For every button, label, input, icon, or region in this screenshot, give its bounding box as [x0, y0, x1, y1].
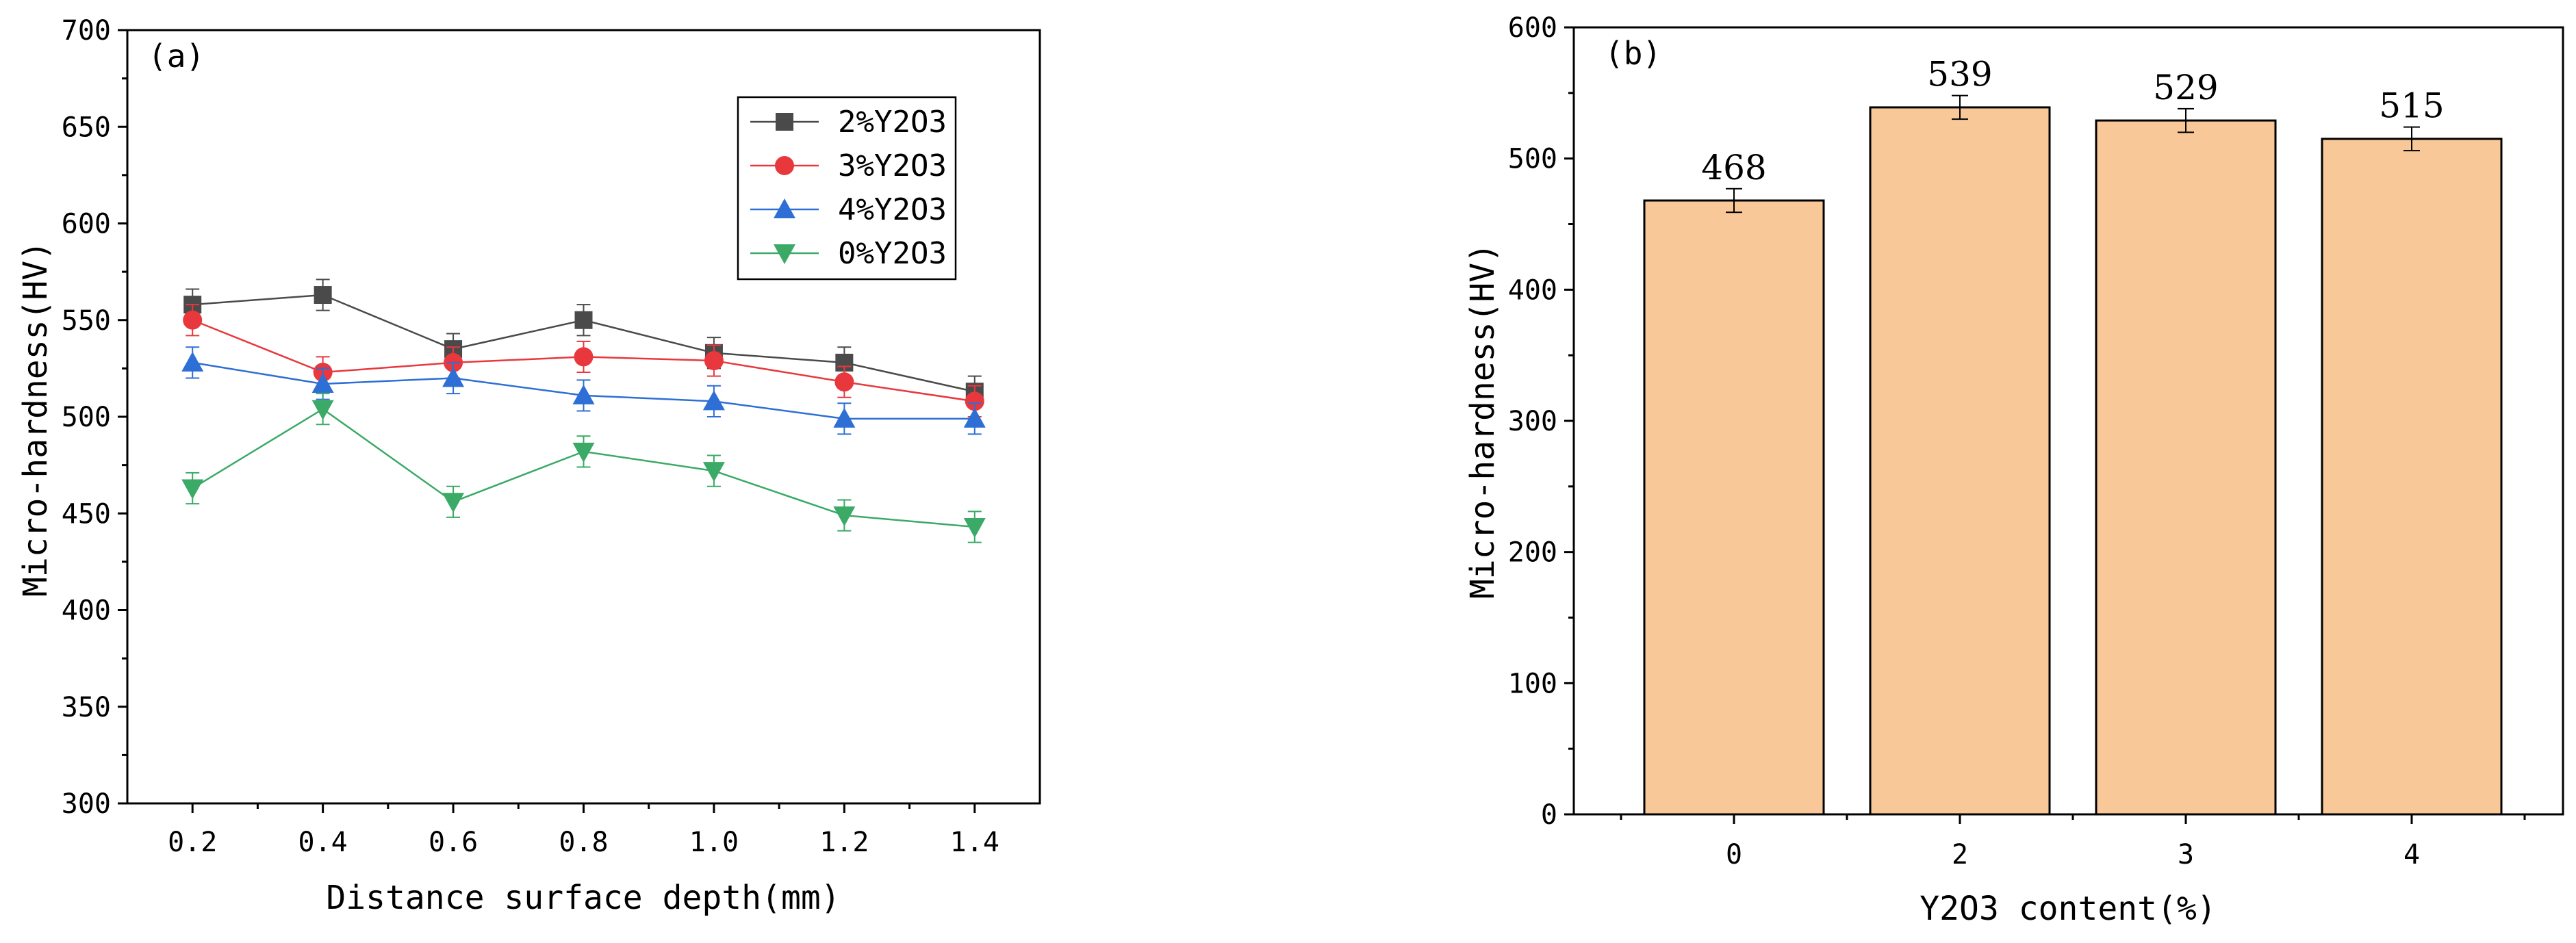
y-tick-label-a: 600 [62, 209, 111, 240]
bar-value-label: 515 [2379, 86, 2444, 126]
data-point [181, 351, 204, 372]
y-tick-label-a: 400 [62, 595, 111, 627]
bar-3: 529 [2095, 68, 2277, 816]
y-tick-label-b: 200 [1508, 537, 1557, 569]
data-point [833, 506, 856, 527]
data-point [704, 351, 724, 371]
data-point [702, 390, 725, 411]
bar-value-label: 539 [1927, 55, 1992, 94]
x-tick-label-b: 3 [2178, 839, 2194, 870]
y-axis-a: 300 350 400 450 500 550 600 650 700 [62, 15, 127, 820]
y-tick-label-b: 600 [1508, 12, 1557, 44]
x-tick-label-a: 0.6 [429, 827, 478, 858]
y-tick-label-b: 500 [1508, 144, 1557, 175]
legend-marker [776, 113, 793, 131]
x-axis-title-b: Y2O3 content(%) [1920, 890, 2216, 928]
legend-box-a [737, 96, 957, 281]
x-axis-b: 0 2 3 4 [1620, 814, 2526, 870]
y-tick-label-a: 550 [62, 305, 111, 337]
data-point [574, 347, 594, 367]
y-tick-label-b: 0 [1541, 799, 1557, 831]
data-point [314, 286, 332, 305]
legend-marker [774, 198, 795, 218]
data-point [702, 462, 725, 482]
y-tick-label-a: 700 [62, 15, 111, 47]
x-tick-label-b: 4 [2403, 839, 2420, 870]
x-axis-title-a: Distance surface depth(mm) [326, 879, 840, 917]
y-axis-b: 0 100 200 300 400 500 600 [1508, 12, 1574, 831]
y-tick-label-a: 300 [62, 788, 111, 820]
data-point [834, 372, 854, 392]
bars-group-b: 468 539 529 515 [1643, 55, 2503, 816]
panel-label-b: (b) [1605, 35, 1661, 72]
y-axis-title-a: Micro-hardness(HV) [16, 241, 55, 597]
bar-0: 468 [1643, 148, 1825, 816]
y-tick-label-b: 300 [1508, 406, 1557, 437]
bar [1643, 199, 1825, 816]
bar [2321, 138, 2503, 816]
y-tick-label-a: 450 [62, 498, 111, 530]
series-2-line [181, 346, 986, 435]
data-point [572, 442, 595, 463]
data-point [833, 407, 856, 428]
bar-chart-panel-b: (b) 0 100 200 300 400 500 600 468 539 529 515 0 2 3… [1464, 12, 2564, 928]
x-axis-a: 0.2 0.4 0.6 0.8 1.0 1.2 1.4 [168, 803, 999, 858]
y-tick-label-b: 100 [1508, 668, 1557, 699]
x-tick-label-a: 1.0 [689, 827, 739, 858]
legend-marker [774, 244, 795, 264]
series-group-a [181, 279, 986, 543]
x-tick-label-a: 0.8 [559, 827, 608, 858]
x-tick-label-a: 0.2 [168, 827, 217, 858]
x-tick-label-a: 0.4 [298, 827, 348, 858]
data-point [181, 479, 204, 500]
panel-label-a: (a) [148, 38, 205, 75]
legend-label: 4%Y2O3 [838, 192, 947, 227]
bar [2095, 119, 2277, 816]
bar [1869, 106, 2051, 816]
legend-label: 0%Y2O3 [838, 236, 947, 271]
legend-marker [775, 156, 794, 175]
data-point [311, 372, 334, 393]
series-3-line [181, 393, 986, 543]
x-tick-label-a: 1.2 [819, 827, 869, 858]
data-point [963, 518, 986, 539]
y-tick-label-a: 650 [62, 112, 111, 143]
data-point [442, 493, 465, 513]
data-point [442, 367, 465, 387]
data-point [965, 391, 984, 411]
data-point [183, 310, 203, 330]
bar-2: 539 [1869, 55, 2051, 816]
legend-a: 2%Y2O3 3%Y2O3 4%Y2O3 0%Y2O3 [737, 96, 957, 281]
x-tick-label-b: 0 [1726, 839, 1742, 870]
data-point [963, 407, 986, 428]
x-tick-label-a: 1.4 [950, 827, 999, 858]
bar-value-label: 468 [1701, 148, 1766, 188]
y-tick-label-a: 500 [62, 402, 111, 433]
legend-label: 3%Y2O3 [838, 148, 947, 183]
data-point [311, 400, 334, 420]
data-point [572, 384, 595, 404]
bar-value-label: 529 [2153, 68, 2218, 107]
y-tick-label-b: 400 [1508, 274, 1557, 306]
data-point [574, 311, 593, 329]
bar-4: 515 [2321, 86, 2503, 816]
y-axis-title-b: Micro-hardness(HV) [1464, 243, 1502, 599]
x-tick-label-b: 2 [1952, 839, 1968, 870]
legend-label: 2%Y2O3 [838, 105, 947, 140]
y-tick-label-a: 350 [62, 692, 111, 723]
